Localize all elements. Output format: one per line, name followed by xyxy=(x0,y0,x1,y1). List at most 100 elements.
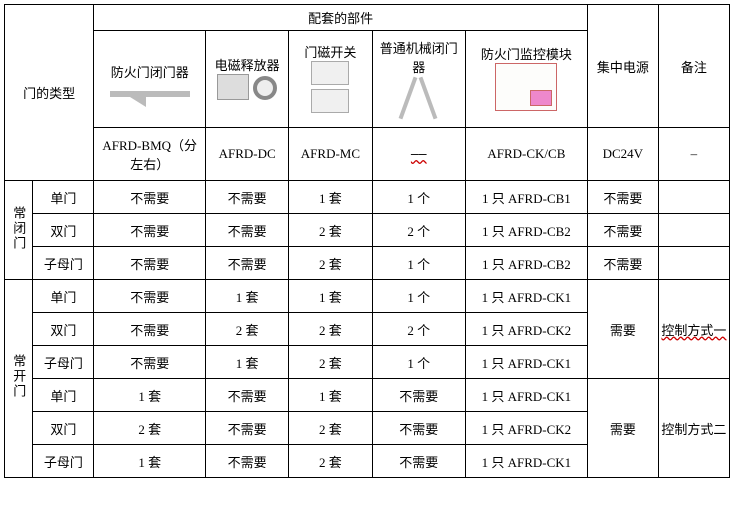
cell: 1 个 xyxy=(372,247,465,280)
cell-power-2: 需要 xyxy=(587,379,658,478)
cell: 2 套 xyxy=(289,445,372,478)
group-open-label: 常开门 xyxy=(9,354,28,399)
cell: 2 套 xyxy=(289,247,372,280)
model-4-text: —— xyxy=(411,147,427,162)
cell: 2 个 xyxy=(372,313,465,346)
cell: 不需要 xyxy=(94,280,206,313)
cell-power-1: 需要 xyxy=(587,280,658,379)
header-col3: 门磁开关 xyxy=(289,31,372,128)
cell: 1 套 xyxy=(289,379,372,412)
cell: 不需要 xyxy=(587,247,658,280)
cell: 1 只 AFRD-CK2 xyxy=(465,412,587,445)
cell: 2 套 xyxy=(206,313,289,346)
cell: 不需要 xyxy=(587,214,658,247)
cell: 1 个 xyxy=(372,346,465,379)
cell: 不需要 xyxy=(94,214,206,247)
switch-icon-2 xyxy=(311,89,349,113)
header-col7: 备注 xyxy=(658,5,729,128)
model-1: AFRD-BMQ（分左右） xyxy=(94,128,206,181)
group-closed: 常闭门 xyxy=(5,181,33,280)
cell: 1 只 AFRD-CB2 xyxy=(465,214,587,247)
cell: 1 套 xyxy=(289,181,372,214)
door-type-label: 门的类型 xyxy=(23,86,75,101)
cell: 1 只 AFRD-CK1 xyxy=(465,280,587,313)
row-open1-sm-label: 子母门 xyxy=(33,346,94,379)
row-open1-single-label: 单门 xyxy=(33,280,94,313)
cell: 1 套 xyxy=(94,445,206,478)
row-open2-single-label: 单门 xyxy=(33,379,94,412)
cell: 2 套 xyxy=(94,412,206,445)
cell: 不需要 xyxy=(206,214,289,247)
col1-label: 防火门闭门器 xyxy=(96,62,203,81)
cell: 1 套 xyxy=(206,280,289,313)
cell: 1 只 AFRD-CB1 xyxy=(465,181,587,214)
cell-remark-2: 控制方式二 xyxy=(658,379,729,478)
door-closer-icon xyxy=(110,91,190,97)
cell: 不需要 xyxy=(206,247,289,280)
cell: 1 只 AFRD-CB2 xyxy=(465,247,587,280)
row-closed-double-label: 双门 xyxy=(33,214,94,247)
header-door-type: 门的类型 xyxy=(5,5,94,181)
col3-label: 门磁开关 xyxy=(291,42,369,61)
switch-icon xyxy=(311,61,349,85)
cell-remark-1: 控制方式一 xyxy=(658,280,729,379)
group-open: 常开门 xyxy=(5,280,33,478)
cell: 不需要 xyxy=(372,412,465,445)
cell xyxy=(658,181,729,214)
mode1-text: 控制方式一 xyxy=(661,323,726,338)
header-col1: 防火门闭门器 xyxy=(94,31,206,128)
hinge-icon xyxy=(394,76,444,116)
cell: 1 个 xyxy=(372,280,465,313)
cell xyxy=(658,247,729,280)
model-2: AFRD-DC xyxy=(206,128,289,181)
cell: 不需要 xyxy=(206,412,289,445)
row-open1-double-label: 双门 xyxy=(33,313,94,346)
group-closed-label: 常闭门 xyxy=(9,206,28,251)
module-icon xyxy=(495,63,557,111)
cell: 1 只 AFRD-CK2 xyxy=(465,313,587,346)
row-closed-single-label: 单门 xyxy=(33,181,94,214)
model-4: —— xyxy=(372,128,465,181)
cell: 2 套 xyxy=(289,346,372,379)
cell: 不需要 xyxy=(206,181,289,214)
row-open2-double-label: 双门 xyxy=(33,412,94,445)
header-col4: 普通机械闭门器 xyxy=(372,31,465,128)
cell: 不需要 xyxy=(94,247,206,280)
cell: 1 套 xyxy=(206,346,289,379)
row-closed-sm-label: 子母门 xyxy=(33,247,94,280)
cell: 1 只 AFRD-CK1 xyxy=(465,445,587,478)
cell: 1 只 AFRD-CK1 xyxy=(465,379,587,412)
model-7: – xyxy=(658,128,729,181)
header-col2: 电磁释放器 xyxy=(206,31,289,128)
cell: 不需要 xyxy=(372,445,465,478)
cell: 2 套 xyxy=(289,214,372,247)
col4-label: 普通机械闭门器 xyxy=(375,38,463,76)
header-col6: 集中电源 xyxy=(587,5,658,128)
cell: 2 个 xyxy=(372,214,465,247)
mode2-text: 控制方式二 xyxy=(661,422,726,437)
magnet-round-icon xyxy=(253,76,277,100)
cell: 1 套 xyxy=(289,280,372,313)
header-col5: 防火门监控模块 xyxy=(465,31,587,128)
magnet-block-icon xyxy=(217,74,249,100)
cell: 不需要 xyxy=(94,313,206,346)
cell xyxy=(658,214,729,247)
cell: 不需要 xyxy=(587,181,658,214)
cell: 不需要 xyxy=(94,181,206,214)
cell: 2 套 xyxy=(289,313,372,346)
cell: 不需要 xyxy=(206,379,289,412)
col2-label: 电磁释放器 xyxy=(208,55,286,74)
cell: 1 套 xyxy=(94,379,206,412)
cell: 不需要 xyxy=(372,379,465,412)
row-open2-sm-label: 子母门 xyxy=(33,445,94,478)
model-6: DC24V xyxy=(587,128,658,181)
cell: 1 个 xyxy=(372,181,465,214)
header-components-group: 配套的部件 xyxy=(94,5,587,31)
cell: 2 套 xyxy=(289,412,372,445)
cell: 不需要 xyxy=(94,346,206,379)
col5-label: 防火门监控模块 xyxy=(468,44,585,63)
cell: 1 只 AFRD-CK1 xyxy=(465,346,587,379)
model-5: AFRD-CK/CB xyxy=(465,128,587,181)
cell: 不需要 xyxy=(206,445,289,478)
model-3: AFRD-MC xyxy=(289,128,372,181)
